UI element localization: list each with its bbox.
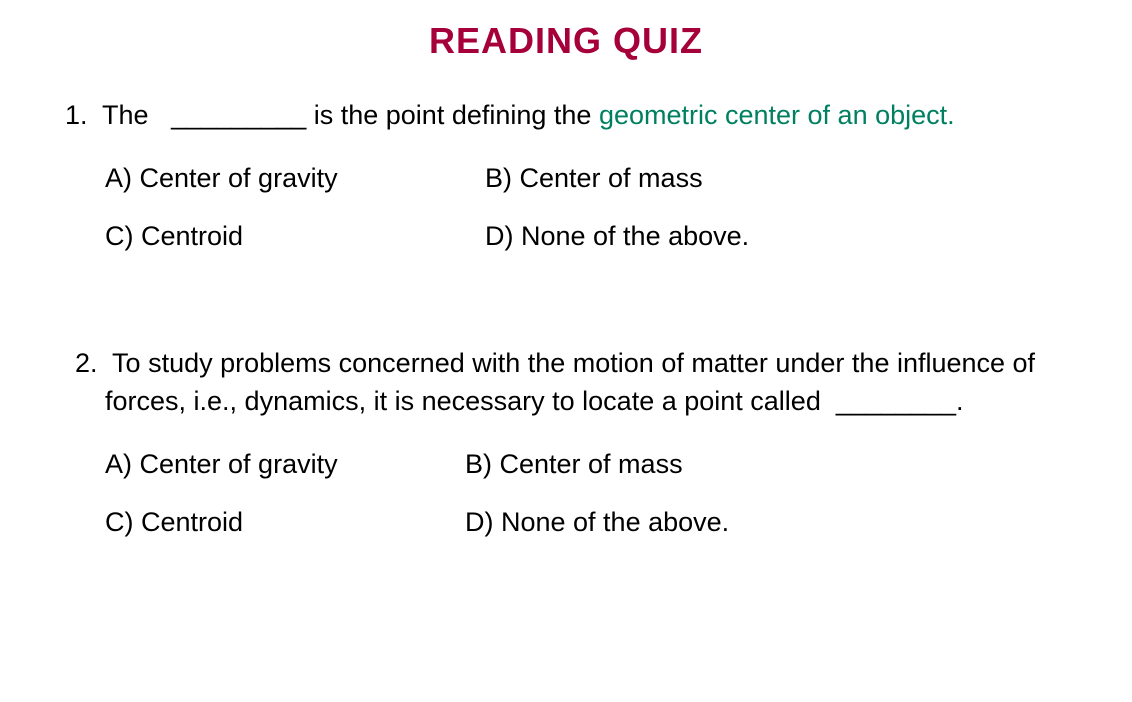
question-1-prefix: The: [88, 100, 172, 130]
question-2-option-b: B) Center of mass: [465, 446, 1092, 484]
question-2-options-row-1: A) Center of gravity B) Center of mass: [40, 446, 1092, 484]
question-1-number: 1.: [65, 100, 88, 130]
question-1-text: 1. The _________ is the point defining t…: [65, 97, 1092, 135]
question-1-option-b: B) Center of mass: [485, 160, 1092, 198]
question-1-mid: is the point defining the: [306, 100, 599, 130]
question-2-number: 2.: [75, 348, 98, 378]
question-2-text: 2. To study problems concerned with the …: [75, 345, 1092, 421]
question-1-highlight: geometric center of an object.: [599, 100, 955, 130]
question-1-option-c: C) Centroid: [105, 218, 485, 256]
quiz-title: READING QUIZ: [40, 20, 1092, 62]
question-1-option-d: D) None of the above.: [485, 218, 1092, 256]
question-1-option-a: A) Center of gravity: [105, 160, 485, 198]
question-2-option-c: C) Centroid: [105, 504, 465, 542]
question-1-options-row-2: C) Centroid D) None of the above.: [40, 218, 1092, 256]
question-2: 2. To study problems concerned with the …: [40, 345, 1092, 541]
question-2-options-row-2: C) Centroid D) None of the above.: [40, 504, 1092, 542]
question-2-option-a: A) Center of gravity: [105, 446, 465, 484]
question-1-options-row-1: A) Center of gravity B) Center of mass: [40, 160, 1092, 198]
question-1: 1. The _________ is the point defining t…: [40, 97, 1092, 255]
question-2-option-d: D) None of the above.: [465, 504, 1092, 542]
question-1-blank: _________: [171, 100, 306, 130]
question-2-blank: ________: [836, 386, 956, 416]
question-2-suffix: .: [956, 386, 964, 416]
